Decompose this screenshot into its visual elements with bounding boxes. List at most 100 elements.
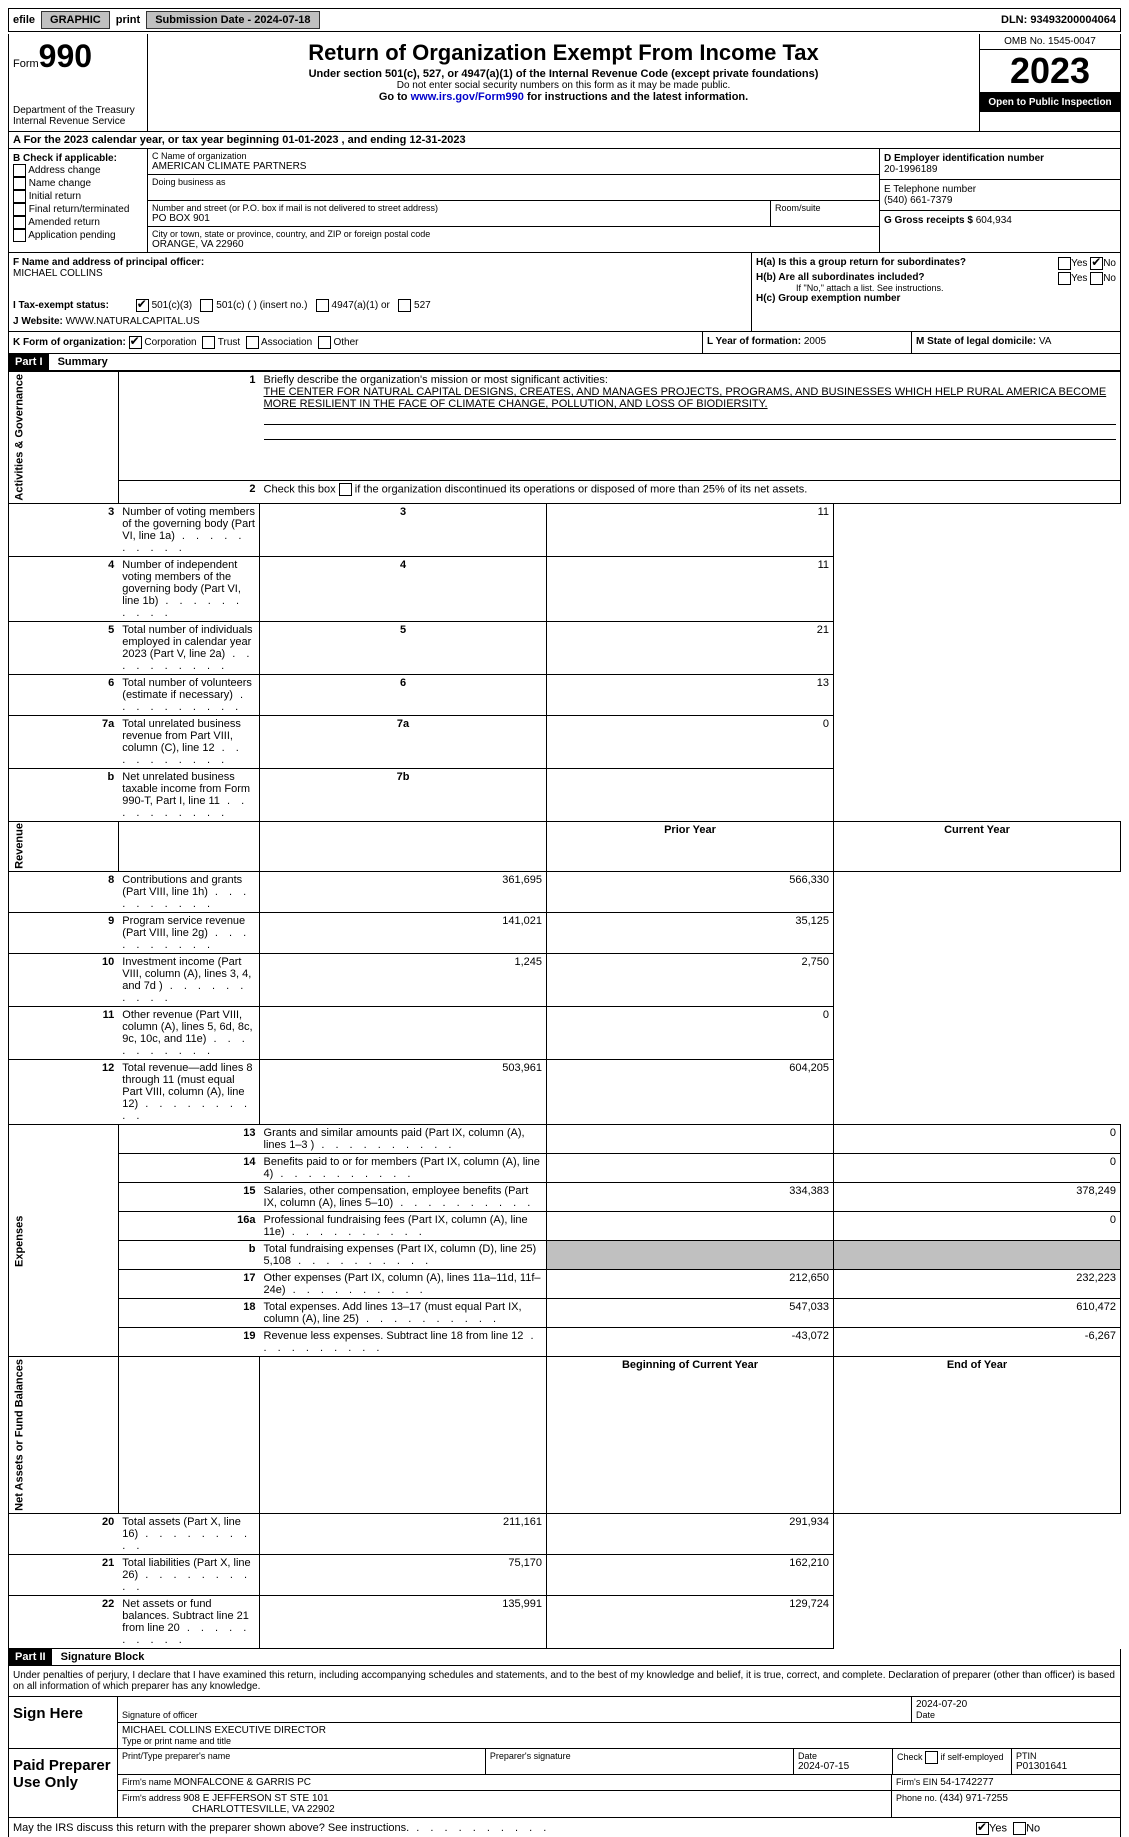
line-no: b [9,768,119,821]
prior-year-value [547,1212,834,1241]
line-no: b [118,1241,259,1270]
box-c: C Name of organization AMERICAN CLIMATE … [148,149,879,252]
line-box: 6 [260,674,547,715]
group-return-no-checkbox[interactable] [1090,257,1103,270]
line-desc: Revenue less expenses. Subtract line 18 … [260,1328,547,1357]
line-no: 3 [9,503,119,556]
omb-number: OMB No. 1545-0047 [980,34,1120,50]
part-1-header: Part I Summary [8,354,1121,371]
discontinued-checkbox[interactable] [339,483,352,496]
line-no: 15 [118,1183,259,1212]
other-org-checkbox[interactable] [318,336,331,349]
line-value: 11 [547,503,834,556]
governance-side-label: Activities & Governance [9,372,119,504]
final-return-checkbox[interactable] [13,203,26,216]
prior-year-value [260,1007,547,1060]
prior-year-value [547,1125,834,1154]
line-desc: Investment income (Part VIII, column (A)… [118,954,259,1007]
form-title: Return of Organization Exempt From Incom… [152,40,975,66]
entity-info-grid: B Check if applicable: Address change Na… [8,149,1121,253]
line-desc: Contributions and grants (Part VIII, lin… [118,872,259,913]
initial-return-checkbox[interactable] [13,190,26,203]
graphic-button[interactable]: GRAPHIC [41,11,110,29]
irs-link[interactable]: www.irs.gov/Form990 [411,91,524,103]
org-name: AMERICAN CLIMATE PARTNERS [152,161,875,172]
line-no: 5 [9,621,119,674]
address-change-checkbox[interactable] [13,164,26,177]
line-no: 14 [118,1154,259,1183]
website-value: WWW.NATURALCAPITAL.US [66,316,200,327]
subordinates-no-checkbox[interactable] [1090,272,1103,285]
line-desc: Total assets (Part X, line 16) [118,1514,259,1555]
name-change-checkbox[interactable] [13,177,26,190]
preparer-date: 2024-07-15 [798,1761,888,1772]
line-no: 10 [9,954,119,1007]
print-label[interactable]: print [112,14,144,26]
amended-return-checkbox[interactable] [13,216,26,229]
irs-label: Internal Revenue Service [13,116,143,127]
current-year-value: 232,223 [833,1270,1120,1299]
self-employed-checkbox[interactable] [925,1751,938,1764]
line-desc: Benefits paid to or for members (Part IX… [260,1154,547,1183]
tax-period-row: A For the 2023 calendar year, or tax yea… [8,132,1121,149]
prior-year-value: 1,245 [260,954,547,1007]
line-desc: Total number of volunteers (estimate if … [118,674,259,715]
goto-link-row: Go to www.irs.gov/Form990 for instructio… [152,91,975,103]
association-checkbox[interactable] [246,336,259,349]
form-subtitle: Under section 501(c), 527, or 4947(a)(1)… [152,68,975,80]
line-no: 7a [9,715,119,768]
current-year-value: 2,750 [547,954,834,1007]
gross-receipts: 604,934 [976,215,1012,226]
ein-value: 20-1996189 [884,164,1116,175]
trust-checkbox[interactable] [202,336,215,349]
prior-year-value [547,1241,834,1270]
current-year-value: 0 [833,1125,1120,1154]
box-k-l-m-row: K Form of organization: Corporation Trus… [8,332,1121,354]
prior-year-value: 141,021 [260,913,547,954]
prior-year-value: -43,072 [547,1328,834,1357]
501c3-checkbox[interactable] [136,299,149,312]
dln-label: DLN: 93493200004064 [997,14,1120,26]
prior-year-value: 211,161 [260,1514,547,1555]
line-value: 13 [547,674,834,715]
line-no: 9 [9,913,119,954]
line-value: 11 [547,556,834,621]
submission-date-button: Submission Date - 2024-07-18 [146,11,319,29]
line-no: 8 [9,872,119,913]
ssn-note: Do not enter social security numbers on … [152,80,975,91]
dept-treasury: Department of the Treasury [13,105,143,116]
527-checkbox[interactable] [398,299,411,312]
prior-year-value: 135,991 [260,1596,547,1649]
line-no: 22 [9,1596,119,1649]
line-desc: Total fundraising expenses (Part IX, col… [260,1241,547,1270]
firm-phone: (434) 971-7255 [940,1793,1008,1804]
sign-here-label: Sign Here [9,1697,118,1748]
line-value: 0 [547,715,834,768]
principal-officer: MICHAEL COLLINS [13,268,747,279]
ptin-value: P01301641 [1016,1761,1116,1772]
perjury-statement: Under penalties of perjury, I declare th… [8,1666,1121,1697]
501c-other-checkbox[interactable] [200,299,213,312]
discuss-no-checkbox[interactable] [1013,1822,1026,1835]
subordinates-yes-checkbox[interactable] [1058,272,1071,285]
discuss-yes-checkbox[interactable] [976,1822,989,1835]
line-desc: Total revenue—add lines 8 through 11 (mu… [118,1060,259,1125]
current-year-value: 0 [833,1154,1120,1183]
line-desc: Other expenses (Part IX, column (A), lin… [260,1270,547,1299]
current-year-value: 0 [833,1212,1120,1241]
group-return-yes-checkbox[interactable] [1058,257,1071,270]
corporation-checkbox[interactable] [129,336,142,349]
current-year-value: 291,934 [547,1514,834,1555]
application-pending-checkbox[interactable] [13,229,26,242]
year-formation: 2005 [804,336,826,347]
line-box: 5 [260,621,547,674]
4947-checkbox[interactable] [316,299,329,312]
efile-label: efile [9,14,39,26]
line-no: 11 [9,1007,119,1060]
line-no: 4 [9,556,119,621]
form-header: Form990 Department of the Treasury Inter… [8,34,1121,132]
current-year-value: 129,724 [547,1596,834,1649]
line-no: 21 [9,1555,119,1596]
street-address: PO BOX 901 [152,213,766,224]
prior-year-value: 361,695 [260,872,547,913]
